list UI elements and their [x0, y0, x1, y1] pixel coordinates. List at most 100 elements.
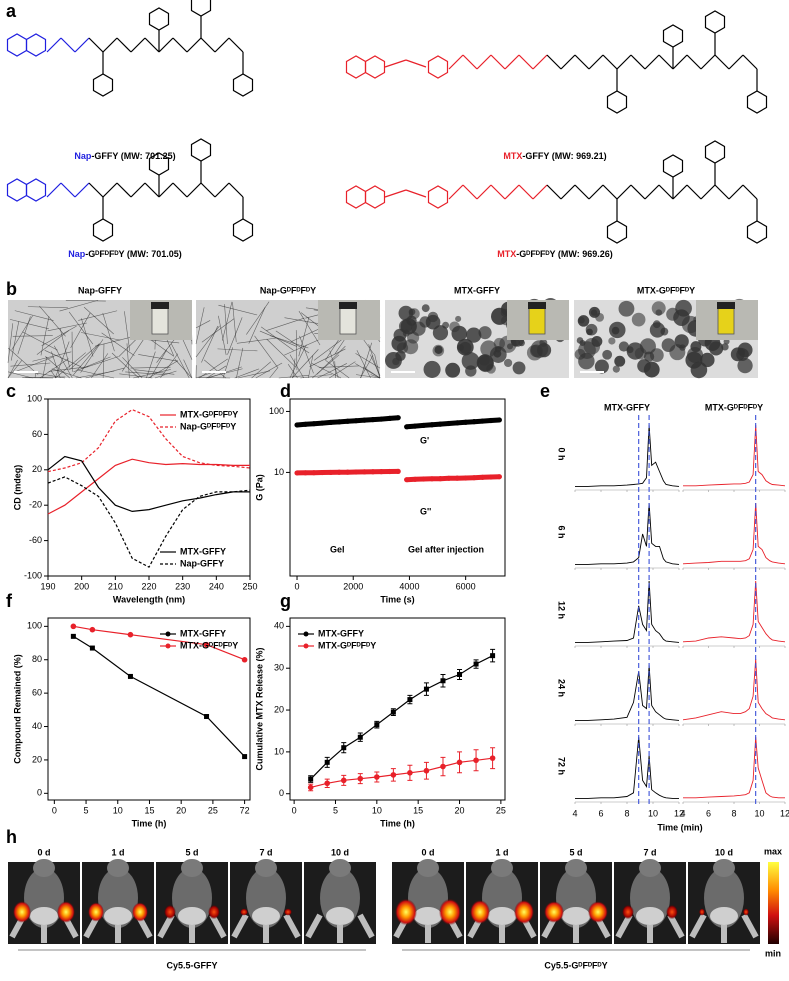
fiber [334, 361, 336, 379]
fiber [126, 343, 130, 379]
y-tick-label: 20 [32, 754, 42, 764]
fiber [298, 310, 321, 346]
particle [455, 315, 462, 322]
x-tick-label: 10 [113, 805, 123, 815]
particle [700, 352, 715, 368]
marker [319, 420, 325, 426]
fiber [203, 359, 226, 379]
ring [25, 33, 47, 57]
bond [130, 37, 146, 53]
particle [423, 360, 441, 378]
marker [340, 777, 347, 784]
x-tick-label: 0 [295, 581, 300, 591]
bond [172, 37, 188, 53]
particle [432, 325, 449, 341]
bond [102, 182, 118, 198]
fiber [76, 369, 115, 379]
bond [74, 182, 90, 198]
bond [384, 59, 407, 68]
x-tick-label: 12 [674, 808, 684, 818]
fiber [359, 355, 374, 379]
x-axis-label: Time (s) [380, 594, 414, 604]
x-tick-label: 8 [624, 808, 629, 818]
fiber [69, 343, 100, 371]
marker [440, 763, 446, 770]
fiber [198, 377, 231, 379]
ring [25, 178, 47, 202]
x-tick-label: 8 [731, 808, 736, 818]
particle [591, 335, 603, 347]
marker [345, 469, 351, 475]
trace [575, 580, 680, 643]
vial [151, 305, 169, 335]
fiber [122, 357, 143, 379]
fiber [269, 367, 278, 379]
compound-suffix: -GFFY (MW: 969.21) [522, 151, 606, 161]
particle [427, 311, 439, 323]
bond [490, 184, 506, 200]
bond [200, 182, 216, 198]
compound-label: MTX-GFFY (MW: 969.21) [503, 151, 606, 161]
particle [649, 348, 664, 363]
panel-letter: e [540, 381, 550, 401]
fiber [222, 301, 233, 341]
particle [434, 345, 443, 354]
x-tick-label: 4 [572, 808, 577, 818]
marker [454, 420, 460, 426]
marker [387, 415, 393, 421]
series-line [310, 655, 493, 780]
signal [284, 908, 292, 916]
ring [364, 55, 386, 79]
signal [57, 901, 75, 923]
marker [374, 722, 380, 728]
fiber [355, 353, 381, 369]
trace [682, 580, 786, 643]
signal [470, 900, 490, 924]
trace [683, 424, 786, 487]
mouse-belly [104, 907, 132, 925]
marker [407, 697, 413, 703]
fiber [22, 331, 58, 351]
signal [699, 908, 705, 916]
marker [412, 476, 418, 482]
x-tick-label: 4 [680, 808, 685, 818]
bond [672, 54, 688, 70]
bond [658, 54, 674, 70]
y-tick-label: 40 [274, 621, 284, 631]
panel-letter: c [6, 381, 16, 401]
mouse-belly [710, 907, 738, 925]
particle [637, 359, 651, 373]
fiber [195, 307, 205, 345]
bond [686, 54, 702, 70]
marker [328, 469, 334, 476]
particle [500, 308, 509, 317]
mouse-belly [326, 907, 354, 925]
fiber [312, 354, 340, 379]
marker [390, 772, 397, 778]
signal [622, 904, 634, 920]
y-tick-label: 100 [27, 621, 42, 631]
compound-suffix: -GᴰFᴰFᴰY (MW: 701.05) [85, 249, 181, 259]
mouse-belly [30, 907, 58, 925]
signal [88, 902, 104, 922]
ring [190, 138, 212, 162]
fiber [83, 306, 114, 335]
marker [242, 754, 248, 760]
fiber [101, 332, 135, 356]
ring [6, 33, 28, 57]
marker [489, 755, 496, 761]
row-label: 6 h [557, 525, 567, 538]
fiber [270, 335, 309, 349]
x-tick-label: 15 [144, 805, 154, 815]
marker [357, 734, 363, 740]
fiber [47, 322, 87, 332]
marker [463, 475, 469, 481]
day-label: 10 d [715, 847, 733, 857]
fiber [259, 330, 297, 347]
fiber [17, 316, 31, 355]
series-line [310, 757, 493, 788]
fiber [300, 374, 332, 379]
panel-letter: b [6, 279, 17, 299]
marker [446, 475, 452, 481]
